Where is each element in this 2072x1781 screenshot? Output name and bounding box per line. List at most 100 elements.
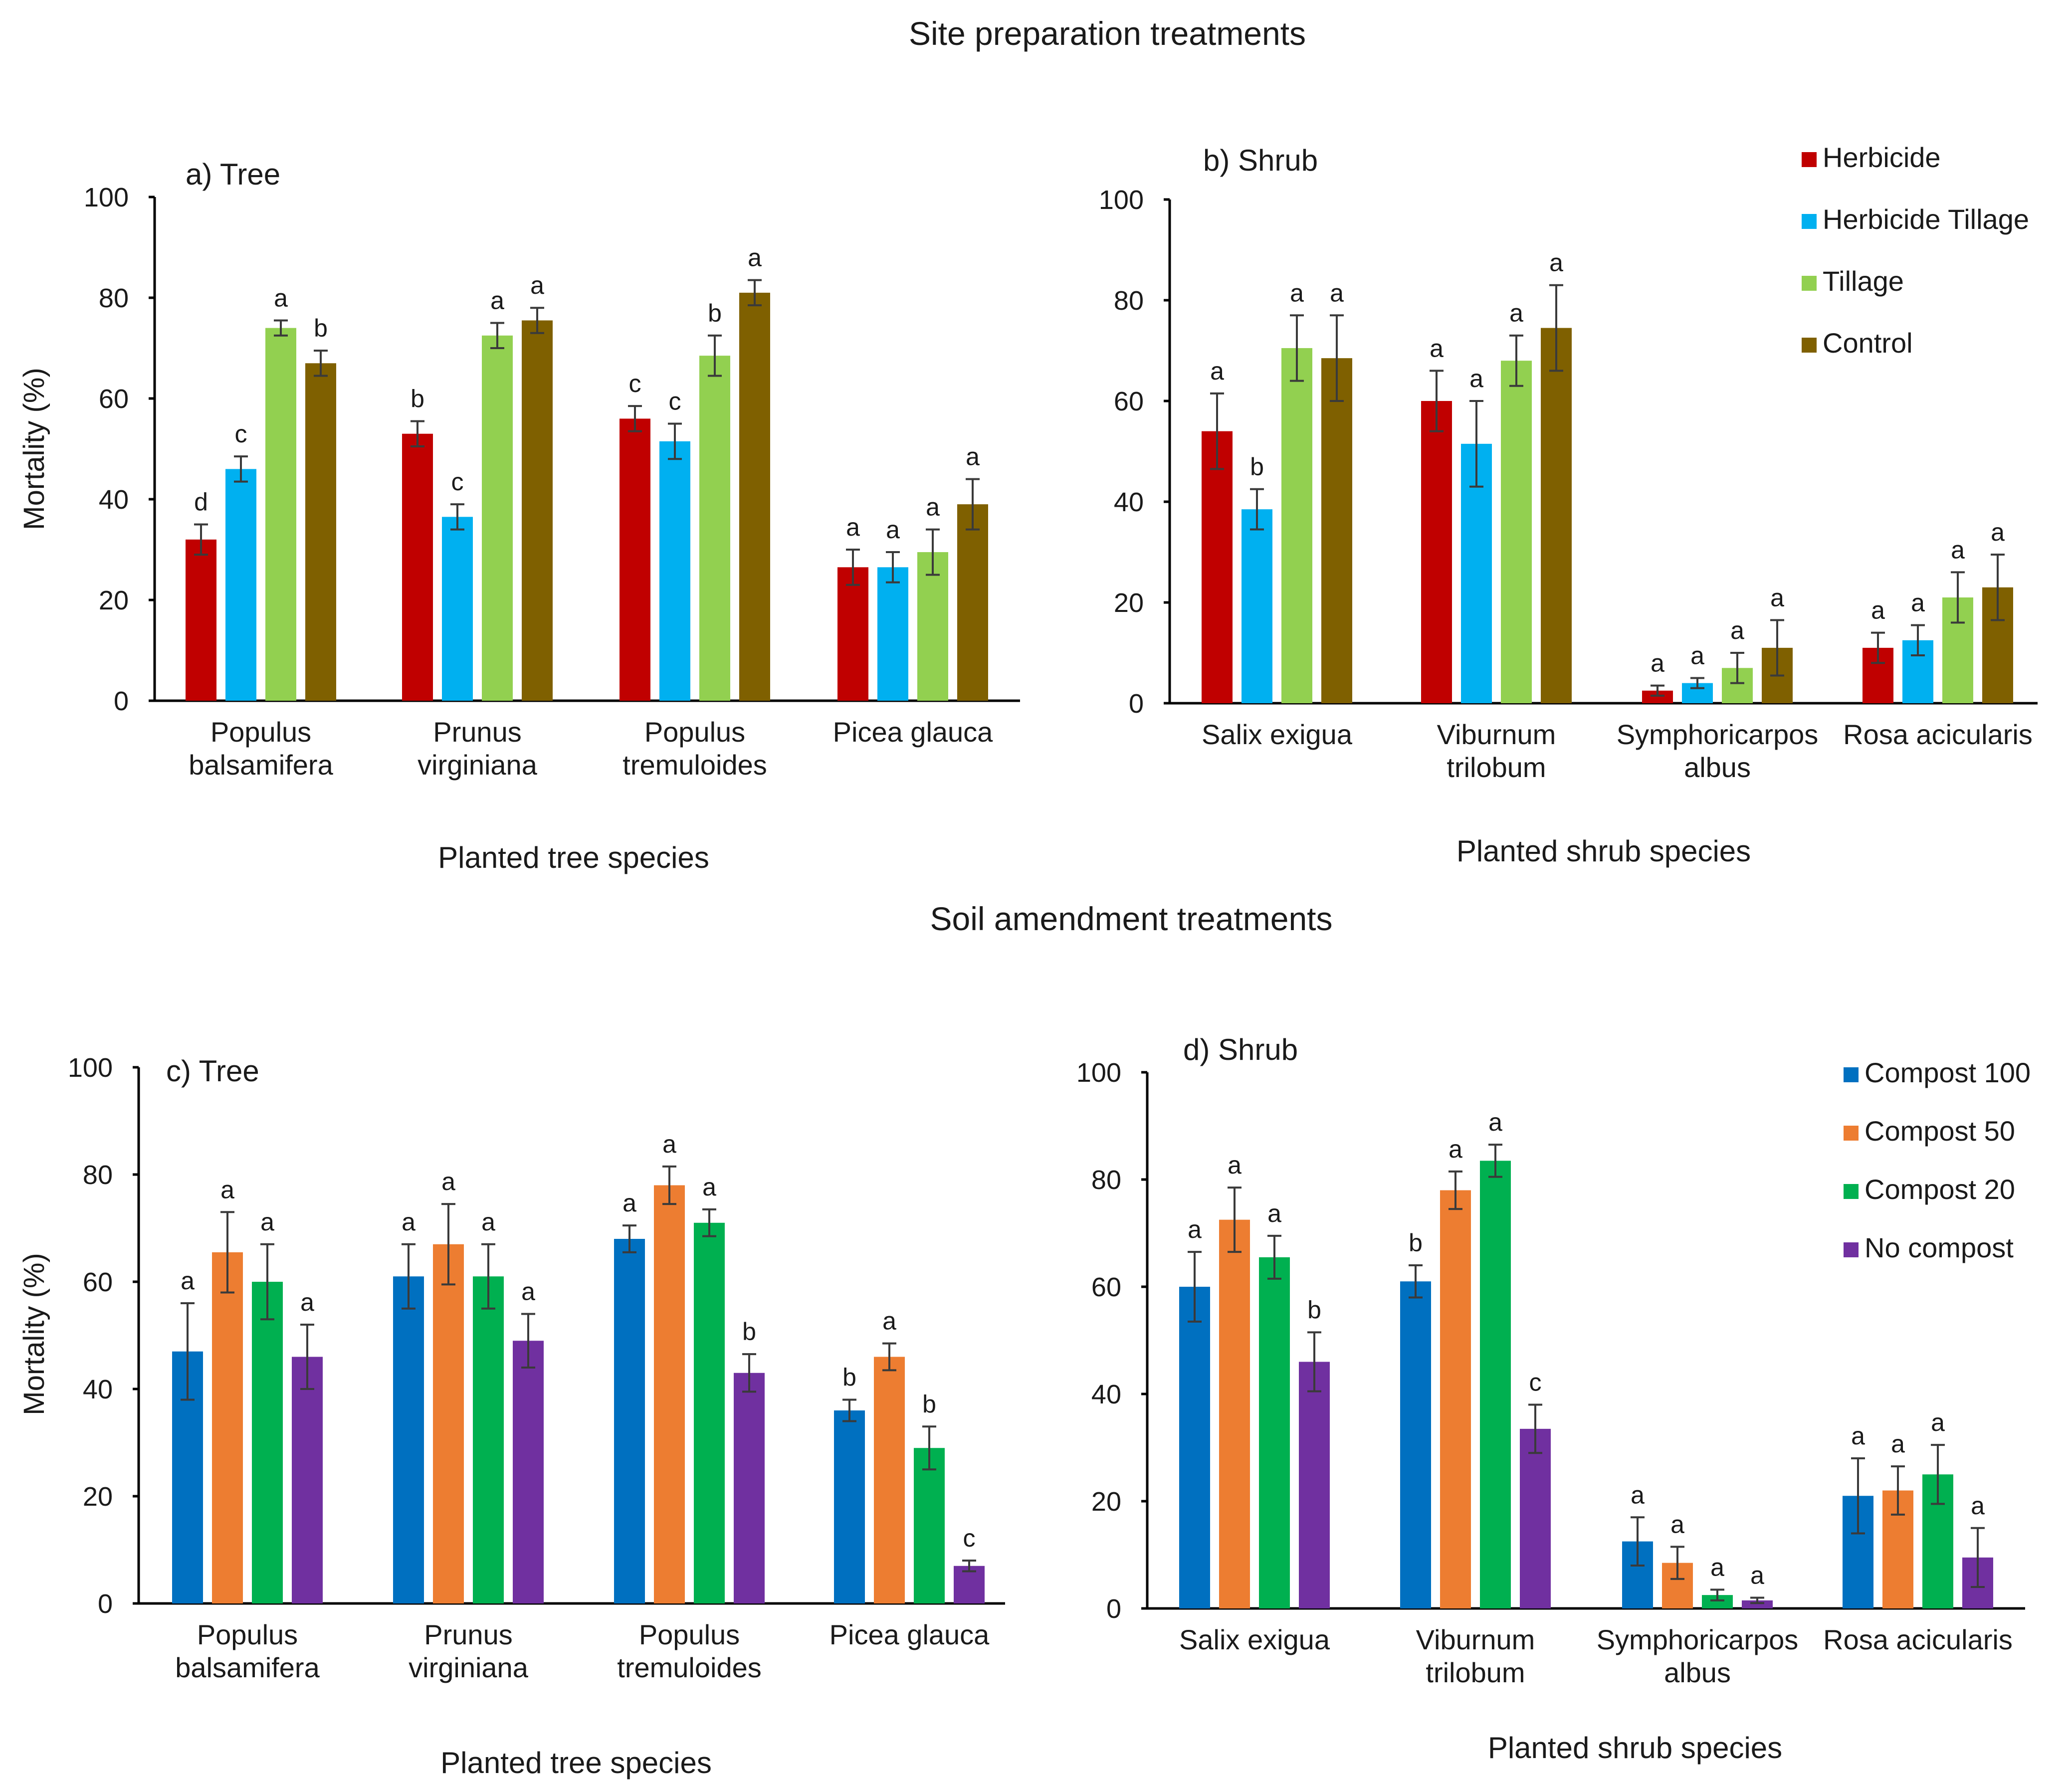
significance-letter: a [1991,518,2005,546]
significance-letter: a [1971,1492,1985,1520]
y-tick-label: 80 [1091,1165,1121,1195]
y-tick-label: 100 [68,1053,113,1083]
significance-letter: a [1228,1151,1242,1179]
panel-label: c) Tree [166,1054,259,1088]
legend-swatch [1844,1126,1859,1141]
bar [739,292,770,701]
significance-letter: a [882,1307,896,1335]
y-tick-label: 0 [1129,689,1144,719]
significance-letter: a [1469,365,1483,393]
significance-letter: a [1750,1562,1764,1589]
x-axis-title: Planted shrub species [1456,834,1751,868]
bar [1742,1600,1773,1608]
significance-letter: a [220,1176,234,1203]
x-category-label: Prunus virginiana [417,716,538,781]
site-section-title: Site preparation treatments [909,15,1306,52]
x-category-label: Picea glauca [829,1619,990,1650]
y-tick-label: 60 [83,1267,113,1297]
x-category-label: Rosa acicularis [1843,719,2033,750]
panel-b-shrub-site: b) Shrub 0 20 40 60 80 100 Salix exigua Viburnum… [1099,144,2038,868]
bar [1400,1281,1431,1608]
bar [482,335,513,701]
significance-letter: a [966,443,980,471]
significance-letter: a [1651,649,1664,677]
bar [1281,348,1312,703]
legend-site-preparation: Herbicide Herbicide Tillage Tillage Control [1802,142,2029,359]
legend-label: Compost 50 [1865,1115,2015,1147]
bar [654,1185,685,1603]
legend-label: Herbicide [1823,142,1941,173]
bar [433,1244,464,1603]
y-tick-label: 0 [114,686,129,716]
significance-letter: c [235,420,247,448]
legend-label: Herbicide Tillage [1823,203,2029,235]
bar [212,1252,243,1603]
panel-label: d) Shrub [1183,1033,1298,1066]
bar [694,1222,725,1603]
significance-letter: b [1409,1229,1423,1257]
x-category-label: Populus balsamifera [175,1619,320,1683]
significance-letter: a [926,493,940,521]
significance-letter: a [441,1168,455,1195]
bar [1219,1219,1250,1608]
y-tick-label: 0 [1106,1594,1121,1624]
significance-letter: a [886,516,900,544]
x-category-label: Viburnum trilobum [1416,1624,1535,1688]
legend-label: Compost 20 [1865,1174,2015,1205]
significance-letter: a [1670,1510,1684,1538]
significance-letter: a [1730,616,1744,644]
significance-letter: d [194,488,208,516]
significance-letter: a [1951,536,1965,564]
x-category-label: Picea glauca [833,716,994,748]
significance-letter: b [411,385,424,412]
bar [305,363,336,701]
y-tick-label: 60 [1091,1272,1121,1302]
x-axis-title: Planted shrub species [1488,1731,1782,1765]
significance-letter: a [402,1208,415,1236]
significance-letter: a [1871,596,1885,624]
bar [1179,1287,1210,1608]
bar [1480,1161,1511,1608]
y-tick-label: 20 [1091,1487,1121,1517]
x-axis-title: Planted tree species [440,1746,712,1780]
bar [252,1282,283,1603]
bar [1440,1190,1471,1608]
legend-soil-amendment: Compost 100 Compost 50 Compost 20 No compos… [1844,1057,2031,1263]
significance-letter: b [742,1318,756,1346]
x-category-label: Prunus virginiana [409,1619,529,1683]
significance-letter: a [530,271,544,299]
significance-letter: a [490,287,504,315]
bar [393,1276,424,1603]
significance-letter: a [181,1267,195,1295]
y-tick-label: 40 [1091,1380,1121,1409]
y-tick-label: 20 [1114,588,1144,618]
significance-letter: a [702,1173,716,1201]
legend-swatch [1844,1242,1859,1257]
y-tick-label: 80 [83,1160,113,1190]
significance-letter: b [1250,453,1264,481]
y-tick-label: 40 [83,1375,113,1404]
bar [917,552,948,701]
bar [1299,1362,1330,1608]
significance-letter: a [1509,299,1523,327]
x-category-label: Viburnum trilobum [1437,719,1556,783]
x-category-label: Salix exigua [1179,1624,1330,1655]
significance-letter: a [662,1130,676,1158]
panel-c-tree-soil: c) Tree 0 20 40 60 80 100 Mortality (%) Populus b… [18,1053,1005,1780]
significance-letter: a [622,1189,636,1217]
bar [1259,1257,1290,1608]
legend-swatch [1802,214,1817,229]
significance-letter: a [521,1278,535,1306]
significance-letter: b [1307,1296,1321,1324]
y-tick-label: 100 [1076,1058,1121,1088]
bar [225,469,256,701]
y-tick-label: 80 [1114,286,1144,316]
bar [522,320,553,701]
panel-label: b) Shrub [1203,144,1318,177]
bar [1520,1428,1551,1608]
legend-label: Tillage [1823,265,1904,297]
y-tick-label: 20 [83,1482,113,1512]
y-tick-label: 60 [99,384,129,414]
significance-letter: a [1449,1135,1462,1163]
significance-letter: c [669,388,681,415]
